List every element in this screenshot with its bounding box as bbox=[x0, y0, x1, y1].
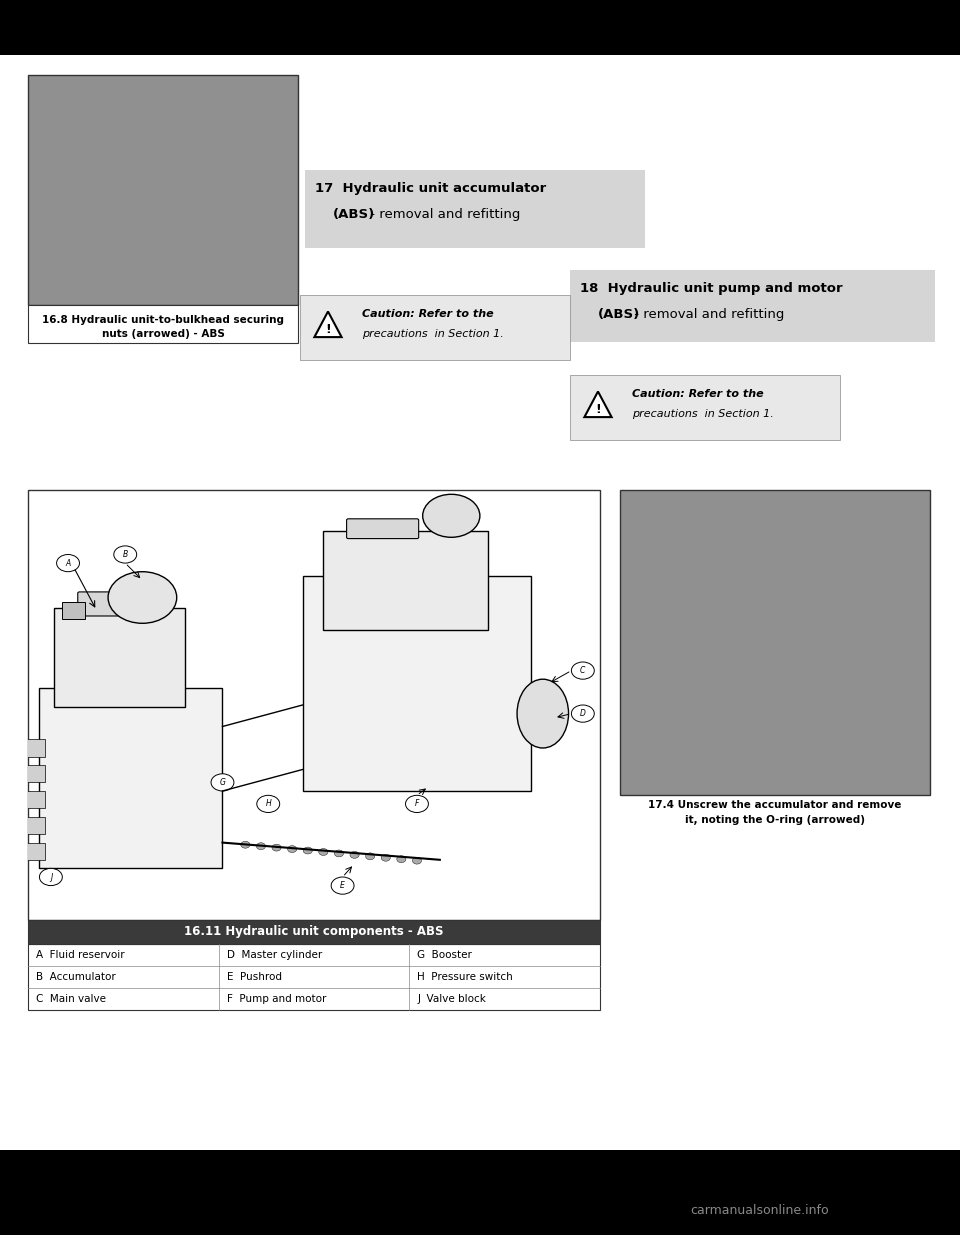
Bar bbox=[302, 576, 532, 790]
Circle shape bbox=[571, 705, 594, 722]
Bar bbox=[22, 816, 45, 834]
Circle shape bbox=[571, 662, 594, 679]
Text: precautions  in Section 1.: precautions in Section 1. bbox=[362, 329, 504, 338]
Text: !: ! bbox=[325, 324, 331, 336]
Text: A  Fluid reservoir: A Fluid reservoir bbox=[36, 950, 125, 960]
Bar bbox=[22, 766, 45, 783]
Bar bbox=[300, 295, 570, 359]
Text: H: H bbox=[265, 799, 271, 809]
Circle shape bbox=[350, 851, 359, 858]
Text: B  Accumulator: B Accumulator bbox=[36, 972, 116, 982]
FancyBboxPatch shape bbox=[323, 531, 489, 630]
Circle shape bbox=[241, 841, 250, 848]
Text: it, noting the O-ring (arrowed): it, noting the O-ring (arrowed) bbox=[685, 815, 865, 825]
Bar bbox=[570, 375, 840, 440]
Circle shape bbox=[396, 856, 406, 863]
Text: Caution: Refer to the: Caution: Refer to the bbox=[362, 309, 493, 319]
Circle shape bbox=[303, 847, 312, 853]
Text: 16.11 Hydraulic unit components - ABS: 16.11 Hydraulic unit components - ABS bbox=[184, 925, 444, 939]
Bar bbox=[22, 790, 45, 808]
Polygon shape bbox=[585, 391, 612, 417]
Circle shape bbox=[334, 850, 344, 857]
Text: Caution: Refer to the: Caution: Refer to the bbox=[632, 389, 763, 399]
Circle shape bbox=[331, 877, 354, 894]
Text: - removal and refitting: - removal and refitting bbox=[366, 207, 520, 221]
Bar bbox=[22, 740, 45, 757]
Circle shape bbox=[57, 555, 80, 572]
Bar bbox=[570, 270, 935, 342]
Circle shape bbox=[211, 774, 234, 790]
Circle shape bbox=[319, 848, 328, 856]
Text: 18  Hydraulic unit pump and motor: 18 Hydraulic unit pump and motor bbox=[580, 282, 843, 295]
Text: nuts (arrowed) - ABS: nuts (arrowed) - ABS bbox=[102, 329, 225, 338]
Text: 16.8 Hydraulic unit-to-bulkhead securing: 16.8 Hydraulic unit-to-bulkhead securing bbox=[42, 315, 284, 325]
Circle shape bbox=[288, 846, 297, 852]
Text: A: A bbox=[65, 558, 71, 568]
Text: C: C bbox=[580, 666, 586, 676]
Text: 17  Hydraulic unit accumulator: 17 Hydraulic unit accumulator bbox=[315, 182, 546, 195]
Text: H  Pressure switch: H Pressure switch bbox=[418, 972, 513, 982]
Text: !: ! bbox=[595, 404, 601, 416]
Bar bbox=[28, 920, 600, 944]
Bar bbox=[28, 944, 600, 1010]
Circle shape bbox=[108, 572, 177, 624]
Circle shape bbox=[413, 857, 421, 864]
Circle shape bbox=[381, 855, 391, 861]
Circle shape bbox=[39, 868, 62, 885]
Text: carmanualsonline.info: carmanualsonline.info bbox=[690, 1203, 829, 1216]
Circle shape bbox=[366, 853, 374, 860]
Text: G  Booster: G Booster bbox=[418, 950, 472, 960]
Text: D: D bbox=[580, 709, 586, 718]
Circle shape bbox=[256, 842, 266, 850]
Text: C  Main valve: C Main valve bbox=[36, 994, 106, 1004]
Bar bbox=[0, 56, 960, 1150]
Circle shape bbox=[114, 546, 136, 563]
Circle shape bbox=[272, 845, 281, 851]
Text: D  Master cylinder: D Master cylinder bbox=[227, 950, 322, 960]
Bar bbox=[22, 842, 45, 860]
Circle shape bbox=[422, 494, 480, 537]
Bar bbox=[28, 305, 298, 343]
Text: F  Pump and motor: F Pump and motor bbox=[227, 994, 326, 1004]
Text: F: F bbox=[415, 799, 420, 809]
Circle shape bbox=[257, 795, 279, 813]
Text: (ABS): (ABS) bbox=[333, 207, 375, 221]
FancyBboxPatch shape bbox=[78, 592, 161, 616]
Text: 17.4 Unscrew the accumulator and remove: 17.4 Unscrew the accumulator and remove bbox=[648, 800, 901, 810]
FancyBboxPatch shape bbox=[54, 609, 185, 708]
Text: J: J bbox=[50, 872, 52, 882]
Bar bbox=[62, 601, 85, 619]
Text: (ABS): (ABS) bbox=[598, 308, 640, 321]
Bar bbox=[28, 75, 298, 305]
Polygon shape bbox=[314, 311, 342, 337]
Bar bbox=[39, 688, 223, 868]
Ellipse shape bbox=[517, 679, 568, 748]
Text: precautions  in Section 1.: precautions in Section 1. bbox=[632, 409, 774, 419]
Text: G: G bbox=[220, 778, 226, 787]
Text: J  Valve block: J Valve block bbox=[418, 994, 486, 1004]
Bar bbox=[305, 170, 645, 248]
Circle shape bbox=[405, 795, 428, 813]
Bar bbox=[620, 490, 930, 795]
Bar bbox=[28, 490, 600, 920]
Text: E  Pushrod: E Pushrod bbox=[227, 972, 281, 982]
Text: E: E bbox=[340, 881, 345, 890]
Text: - removal and refitting: - removal and refitting bbox=[631, 308, 785, 321]
FancyBboxPatch shape bbox=[347, 519, 419, 538]
Text: B: B bbox=[123, 550, 128, 559]
